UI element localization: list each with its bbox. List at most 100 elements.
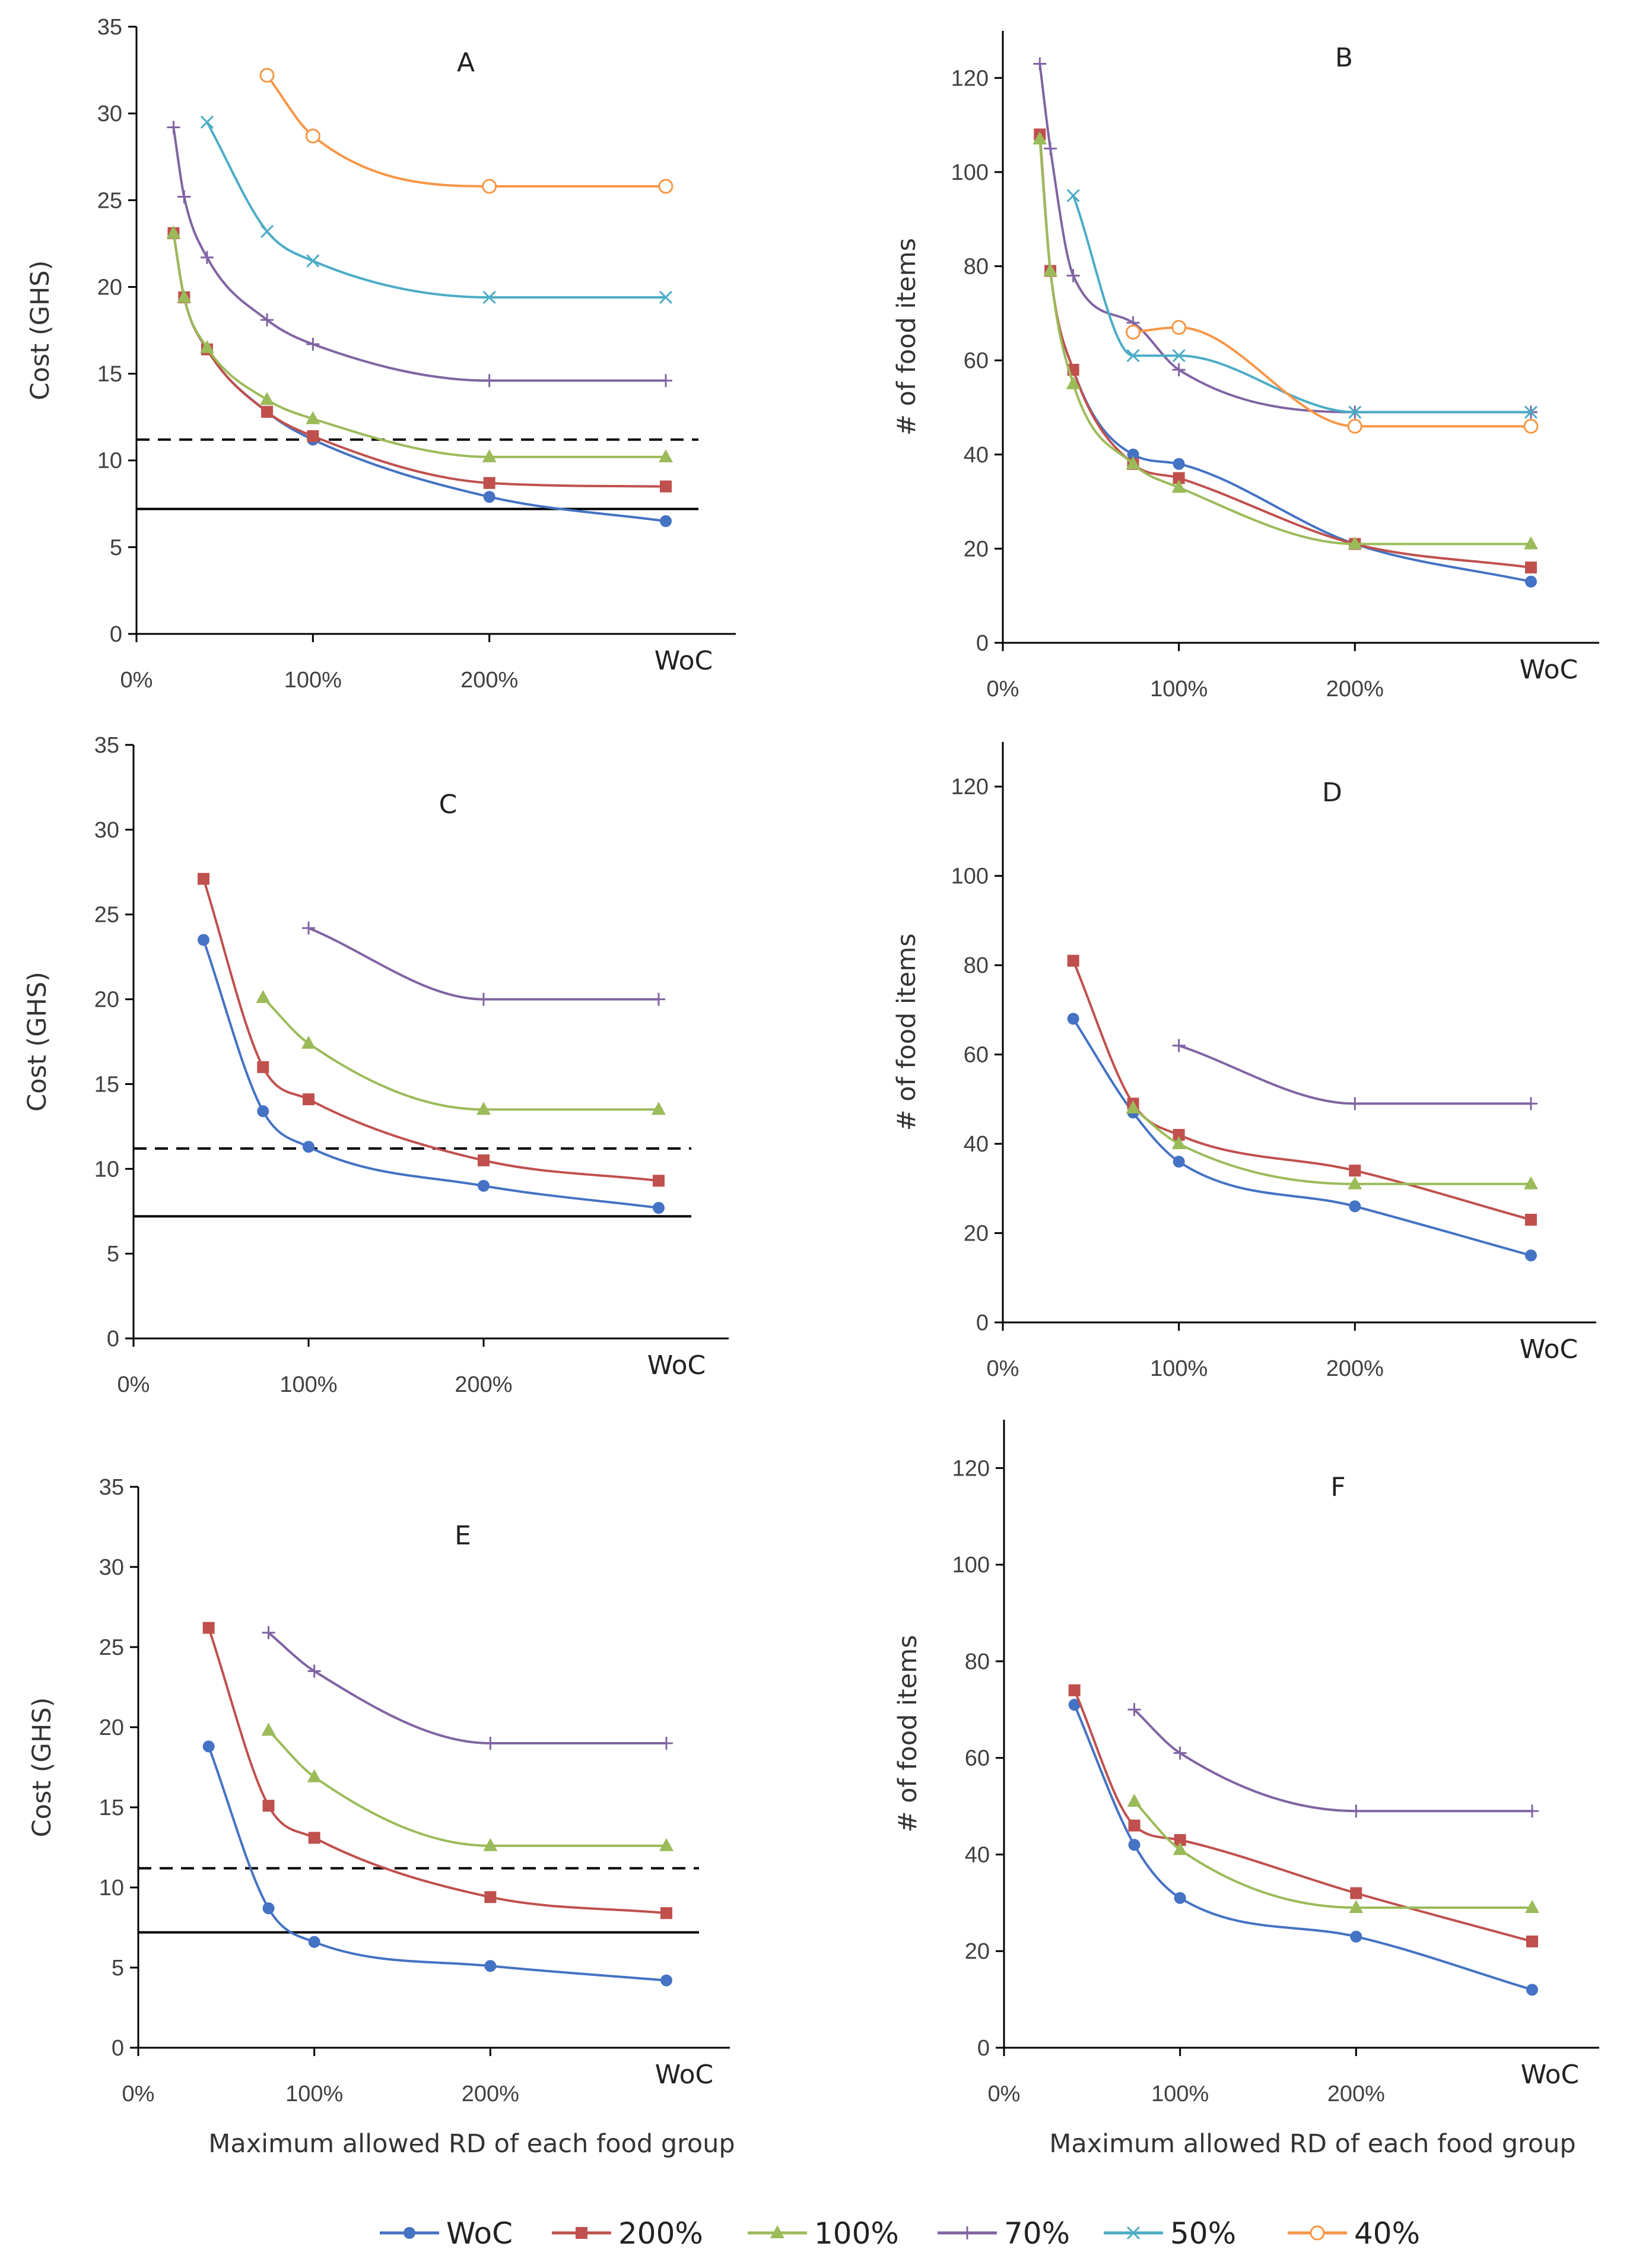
panel-e: 0 5 10 15 20 25 30 35 0% 100% 200% WoC Cost (GHS) E [27, 1475, 730, 2106]
data-point [1173, 458, 1185, 470]
legend-label: 40% [1354, 2216, 1420, 2251]
legend-label: 50% [1170, 2216, 1236, 2251]
legend-marker [576, 2227, 587, 2239]
panel-b: 0 20 40 60 80 100 120 0% 100% 200% WoC # of food it… [892, 31, 1599, 702]
data-point [1067, 954, 1079, 967]
data-point [482, 449, 497, 462]
data-point [1525, 1899, 1539, 1913]
y-tick-label: 20 [94, 988, 119, 1013]
common-x-axis-title-right: Maximum allowed RD of each food group [1049, 2129, 1575, 2159]
data-point [1044, 142, 1057, 156]
x-woc-label: WoC [1520, 1334, 1578, 1365]
y-tick-label: 35 [99, 1475, 124, 1500]
data-point [653, 1175, 665, 1187]
series-line-100pct [1038, 139, 1531, 545]
data-point [659, 290, 673, 304]
y-tick-label: 15 [97, 362, 122, 387]
data-point [198, 934, 209, 946]
y-tick-label: 0 [110, 622, 122, 647]
y-tick-label: 10 [99, 1876, 124, 1901]
data-point [1126, 456, 1140, 469]
y-tick-label: 100 [952, 1553, 990, 1578]
data-point [301, 1035, 316, 1049]
data-point [306, 411, 320, 424]
panel-c: 0 5 10 15 20 25 30 35 0% 100% 200% WoC Cost (GHS) C [23, 733, 729, 1397]
data-point [1173, 1156, 1185, 1168]
data-point [1066, 189, 1080, 202]
y-tick-label: 80 [964, 953, 989, 978]
data-point [166, 225, 181, 239]
data-point [1524, 1176, 1538, 1189]
series-200pct [1068, 1684, 1538, 1947]
data-point [660, 1737, 673, 1750]
data-point [260, 313, 274, 326]
legend-item-100pct: 100% [748, 2216, 899, 2251]
x-tick-label: 100% [1150, 677, 1208, 702]
common-x-axis-title-left: Maximum allowed RD of each food group [208, 2129, 735, 2159]
data-point [1173, 472, 1185, 484]
data-point [476, 1102, 491, 1115]
data-point [484, 1891, 497, 1903]
panel-f: 0 20 40 60 80 100 120 0% 100% 200% WoC # of food it… [893, 1420, 1599, 2106]
data-point [652, 992, 665, 1006]
x-tick-label: 100% [284, 668, 342, 693]
x-tick-label: 0% [987, 1356, 1019, 1381]
data-point [1066, 269, 1080, 283]
panel-title: E [455, 1521, 471, 1551]
legend-label: 100% [814, 2216, 899, 2251]
x-woc-label: WoC [1520, 655, 1578, 685]
series-line-100pct [262, 997, 659, 1111]
y-tick-label: 0 [976, 1311, 989, 1335]
legend-item-woc: WoC [380, 2216, 513, 2251]
data-point [257, 1105, 269, 1118]
data-point [306, 337, 320, 351]
data-point [484, 1960, 497, 1972]
x-tick-label: 200% [462, 2082, 519, 2106]
y-tick-label: 120 [952, 1456, 990, 1481]
y-axis-title: Cost (GHS) [26, 261, 55, 401]
data-point [1524, 1097, 1537, 1111]
series-70pct [1033, 57, 1537, 419]
series-100pct [1126, 1100, 1538, 1189]
data-point [1525, 1249, 1537, 1262]
series-line-100pct [1132, 1107, 1531, 1185]
y-tick-label: 20 [964, 537, 989, 561]
data-point [1349, 1804, 1363, 1818]
data-point [1173, 1746, 1187, 1760]
y-tick-label: 5 [107, 1242, 119, 1267]
data-point [302, 921, 315, 935]
x-woc-label: WoC [647, 1350, 706, 1381]
series-woc [202, 1740, 672, 1987]
x-tick-label: 100% [1151, 2082, 1209, 2106]
legend-item-40pct: 40% [1288, 2216, 1420, 2251]
series-70pct [1172, 1039, 1537, 1111]
data-point [1174, 1892, 1186, 1904]
data-point [1525, 575, 1537, 588]
data-point [1525, 1213, 1537, 1226]
data-point [660, 1974, 672, 1987]
panel-title: A [457, 47, 475, 78]
data-point [478, 1179, 490, 1192]
data-point [1068, 1699, 1081, 1711]
panel-title: C [439, 789, 458, 820]
data-point [483, 491, 495, 503]
x-tick-label: 100% [1150, 1356, 1208, 1381]
data-point [1350, 1930, 1362, 1943]
data-point [1348, 1097, 1362, 1111]
series-line-70pct [1038, 64, 1531, 414]
legend-marker [770, 2225, 784, 2238]
data-point [1348, 1176, 1362, 1189]
y-tick-label: 35 [94, 733, 119, 758]
y-tick-label: 120 [951, 775, 989, 800]
panel-title: B [1335, 43, 1353, 73]
legend-label: 70% [1004, 2216, 1070, 2251]
data-point [262, 1902, 275, 1915]
series-line-40pct [266, 74, 666, 188]
x-tick-label: 0% [117, 1372, 150, 1397]
series-100pct [1032, 131, 1538, 550]
data-point [202, 1740, 215, 1753]
panel-a: 0 5 10 15 20 25 30 35 0% 100% 200% WoC Cost (GHS) A [26, 15, 736, 693]
data-point [1350, 1887, 1362, 1899]
data-point [303, 1093, 314, 1106]
